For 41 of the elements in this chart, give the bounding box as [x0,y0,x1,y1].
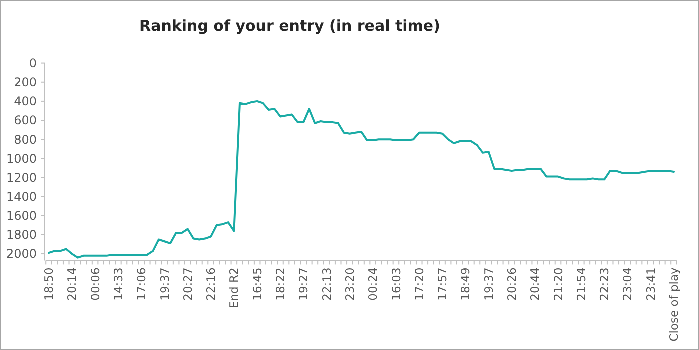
x-tick-label: 23:04 [620,268,635,301]
x-tick-label: 19:37 [482,268,496,301]
x-tick-label: 19:37 [158,268,172,301]
x-tick-label: 21:54 [574,268,588,301]
x-tick-label: 23:20 [342,268,357,301]
x-tick-label: 16:45 [250,268,264,301]
chart-title: Ranking of your entry (in real time) [140,17,440,35]
x-tick-label: 22:13 [320,268,334,301]
y-tick-label: 600 [14,114,37,128]
x-tick-label: 17:20 [412,268,426,301]
x-tick-label: Close of play [667,268,682,342]
x-tick-label: 17:57 [436,268,450,301]
line-series [48,100,675,259]
x-tick-label: 21:20 [551,268,566,301]
x-tick-label: 20:14 [65,268,80,301]
y-tick-label: 1600 [6,209,37,224]
y-tick-label: 200 [14,76,37,90]
x-tick-label: 00:06 [88,268,102,301]
x-tick-label: 20:26 [504,268,519,301]
y-tick-label: 1000 [6,152,37,166]
x-tick-label: 14:33 [111,268,126,301]
x-tick-label: 18:22 [274,268,288,301]
x-tick-label: 22:16 [204,268,218,301]
x-tick-label: 16:03 [389,268,404,301]
x-tick-label: End R2 [227,268,242,309]
y-tick-label: 1800 [6,228,37,242]
x-tick-label: 18:50 [42,268,56,301]
x-tick-label: 00:24 [366,268,380,301]
y-tick-label: 800 [14,132,37,147]
y-tick-label: 2000 [6,247,37,262]
y-tick-label: 1400 [6,190,37,204]
y-tick-label: 400 [14,94,37,109]
x-tick-label: 20:44 [528,268,542,301]
x-tick-label: 22:23 [598,268,612,301]
x-tick-label: 20:27 [180,268,195,301]
y-tick-label: 0 [29,56,37,70]
y-tick-label: 1200 [6,170,37,185]
x-tick-label: 18:49 [458,268,473,301]
x-tick-label: 23:41 [644,268,658,301]
x-tick-label: 17:06 [134,268,149,301]
x-tick-label: 19:27 [296,268,311,301]
